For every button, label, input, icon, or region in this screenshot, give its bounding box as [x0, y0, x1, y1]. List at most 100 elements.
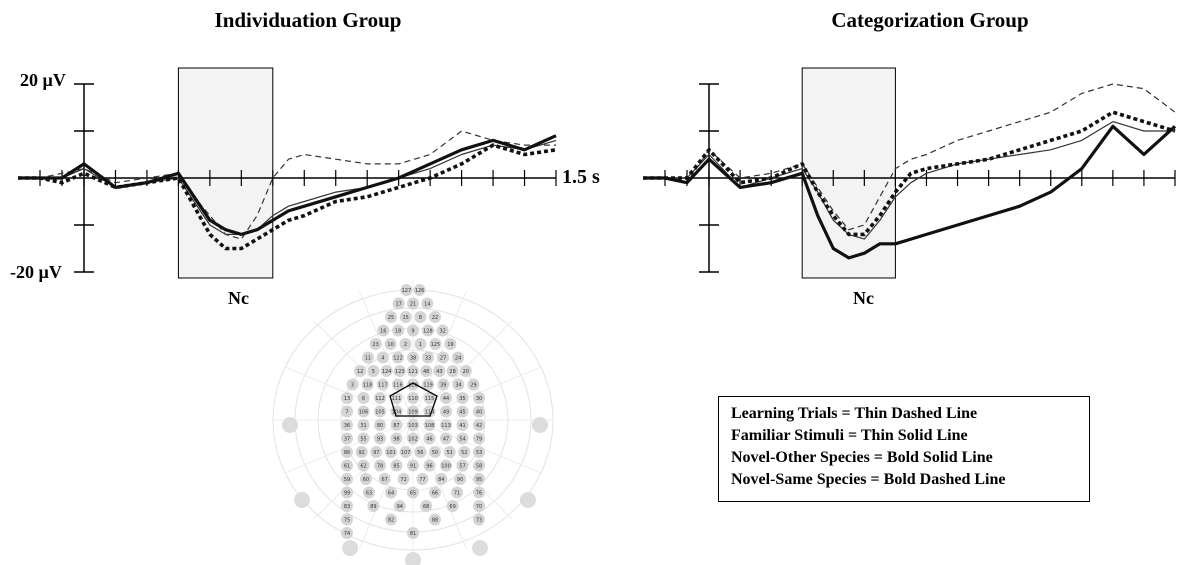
series-line-novel_other — [643, 124, 1177, 260]
electrode-label-110: 110 — [408, 396, 418, 402]
electrode-label-64: 64 — [388, 491, 394, 497]
electrode-label-113: 113 — [441, 423, 451, 429]
electrode-105 — [374, 405, 386, 418]
electrode-label-111: 111 — [392, 396, 402, 402]
electrode-16 — [377, 324, 390, 337]
electrode-90 — [454, 473, 467, 485]
electrode-64 — [385, 486, 397, 499]
electrode-80 — [374, 419, 386, 431]
electrode-25 — [385, 311, 397, 323]
electrode-label-116: 116 — [393, 383, 403, 389]
series-line-familiar — [643, 120, 1175, 240]
electrode-47 — [440, 432, 452, 445]
electrode-label-1: 1 — [419, 342, 422, 348]
electrode-label-63: 63 — [366, 491, 372, 497]
electrode-label-17: 17 — [396, 302, 402, 308]
electrode-128 — [421, 324, 434, 337]
electrode-label-77: 77 — [419, 477, 425, 483]
legend-box: Learning Trials = Thin Dashed Line Famil… — [718, 396, 1090, 502]
electrode-label-78: 78 — [377, 464, 383, 470]
electrode-120 — [407, 378, 419, 391]
electrode-68 — [420, 500, 433, 512]
electrode-69 — [446, 500, 459, 512]
electrode-label-69: 69 — [449, 504, 455, 510]
electrode-label-96: 96 — [426, 464, 432, 470]
electrode-label-74: 74 — [344, 531, 350, 537]
electrode-83 — [341, 500, 353, 512]
electrode-label-92: 92 — [359, 450, 365, 456]
nc-electrode-cluster — [389, 382, 438, 417]
electrode-117 — [376, 378, 389, 391]
electrode-label-85: 85 — [393, 464, 399, 470]
electrode-17 — [392, 297, 405, 310]
y-tick-label-bottom: -20 µV — [10, 262, 62, 282]
electrode-label-6: 6 — [362, 396, 365, 402]
electrode-label-127: 127 — [402, 288, 412, 294]
electrode-label-105: 105 — [375, 410, 385, 416]
electrode-58 — [473, 459, 485, 472]
electrode-124 — [380, 365, 393, 377]
series-line-familiar — [18, 139, 557, 235]
electrode-label-15: 15 — [403, 315, 409, 321]
electrode-1 — [414, 338, 427, 350]
electrode-95 — [473, 473, 485, 485]
electrode-70 — [473, 500, 485, 512]
electrode-66 — [429, 486, 441, 499]
electrode-72 — [397, 473, 410, 485]
electrode-label-22: 22 — [432, 315, 438, 321]
electrode-label-112: 112 — [375, 396, 385, 402]
electrode-52 — [458, 446, 471, 458]
y-tick-label-top: 20 µV — [20, 70, 66, 90]
electrode-71 — [451, 486, 463, 499]
electrode-label-59: 59 — [344, 477, 350, 483]
electrode-label-89: 89 — [370, 504, 376, 510]
electrode-94 — [393, 500, 406, 512]
electrode-label-72: 72 — [400, 477, 406, 483]
electrode-23 — [369, 338, 382, 350]
electrode-73 — [473, 513, 485, 526]
electrode-93 — [374, 432, 386, 445]
electrode-label-97: 97 — [373, 450, 379, 456]
electrode-label-67: 67 — [382, 477, 388, 483]
electrode-label-37: 37 — [344, 437, 350, 443]
electrode-label-125: 125 — [431, 342, 441, 348]
reference-electrode — [532, 417, 548, 433]
electrode-label-42: 42 — [476, 423, 482, 429]
electrode-77 — [416, 473, 429, 485]
electrode-label-121: 121 — [408, 369, 418, 375]
electrode-label-102: 102 — [408, 437, 418, 443]
electrode-4 — [376, 351, 389, 364]
electrode-98 — [390, 432, 403, 445]
electrode-127 — [400, 284, 413, 296]
electrode-74 — [341, 527, 353, 539]
electrode-28 — [446, 365, 459, 377]
electrode-label-46: 46 — [426, 437, 432, 443]
electrode-6 — [357, 392, 370, 404]
electrode-label-126: 126 — [415, 288, 425, 294]
electrode-label-87: 87 — [393, 423, 399, 429]
electrode-123 — [393, 365, 406, 377]
electrode-label-88: 88 — [432, 518, 438, 524]
electrode-label-101: 101 — [386, 450, 396, 456]
electrode-label-47: 47 — [443, 437, 449, 443]
electrode-34 — [452, 378, 465, 391]
electrode-label-24: 24 — [455, 356, 461, 362]
electrode-label-23: 23 — [372, 342, 378, 348]
electrode-110 — [407, 392, 419, 404]
electrode-label-54: 54 — [459, 437, 465, 443]
electrode-11 — [361, 351, 374, 364]
electrode-87 — [390, 419, 403, 431]
electrode-label-68: 68 — [423, 504, 429, 510]
electrode-122 — [392, 351, 404, 364]
electrode-38 — [407, 351, 419, 364]
electrode-112 — [374, 392, 386, 404]
electrode-label-108: 108 — [425, 423, 435, 429]
electrode-label-57: 57 — [459, 464, 465, 470]
electrode-79 — [473, 432, 485, 445]
electrode-label-12: 12 — [357, 369, 363, 375]
electrode-label-36: 36 — [344, 423, 350, 429]
electrode-label-90: 90 — [457, 477, 463, 483]
electrode-44 — [440, 392, 452, 404]
electrode-113 — [440, 419, 452, 431]
electrode-label-79: 79 — [476, 437, 482, 443]
